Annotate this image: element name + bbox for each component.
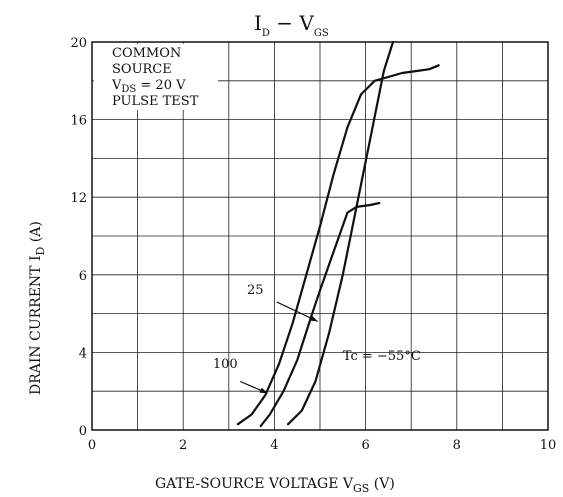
y-tick-label: 4 — [79, 346, 87, 361]
y-tick-label: 20 — [70, 36, 87, 51]
condition-line-1: COMMON — [112, 46, 181, 61]
y-axis-label: DRAIN CURRENT ID (A) — [28, 221, 47, 395]
annotation-100: 100 — [213, 357, 238, 372]
y-tick-label: 6 — [79, 269, 87, 284]
x-tick-label: 8 — [453, 438, 461, 453]
x-axis-ticks: 0 2 4 6 8 10 — [88, 438, 556, 453]
chart-title: ID − VGS — [254, 11, 329, 39]
x-tick-label: 2 — [179, 438, 187, 453]
y-tick-label: 16 — [70, 114, 87, 129]
annotation-25: 25 — [247, 283, 264, 298]
series-line-3 — [287, 40, 395, 426]
series-line-2 — [259, 201, 381, 428]
arrow-100-head — [259, 387, 268, 394]
x-tick-label: 6 — [361, 438, 369, 453]
x-tick-label: 0 — [88, 438, 96, 453]
plot-frame — [91, 41, 549, 431]
arrow-25-head — [309, 315, 318, 322]
condition-line-2: SOURCE — [112, 62, 172, 77]
annotation-tc-55: Tc = −55°C — [343, 349, 421, 364]
y-tick-label: 12 — [70, 191, 87, 206]
series-group — [236, 40, 440, 428]
x-tick-label: 10 — [540, 438, 557, 453]
condition-line-4: PULSE TEST — [112, 94, 199, 109]
x-axis-label: GATE-SOURCE VOLTAGE VGS (V) — [155, 476, 395, 495]
conditions-box — [94, 44, 218, 110]
arrow-25 — [276, 301, 318, 322]
y-tick-label: 0 — [79, 424, 87, 439]
annotation-arrows — [239, 301, 318, 394]
x-tick-label: 4 — [270, 438, 278, 453]
y-axis-ticks: 0 4 6 12 16 20 — [70, 36, 87, 439]
series-line-1 — [236, 64, 440, 426]
condition-line-vds: VDS = 20 V — [111, 78, 186, 95]
